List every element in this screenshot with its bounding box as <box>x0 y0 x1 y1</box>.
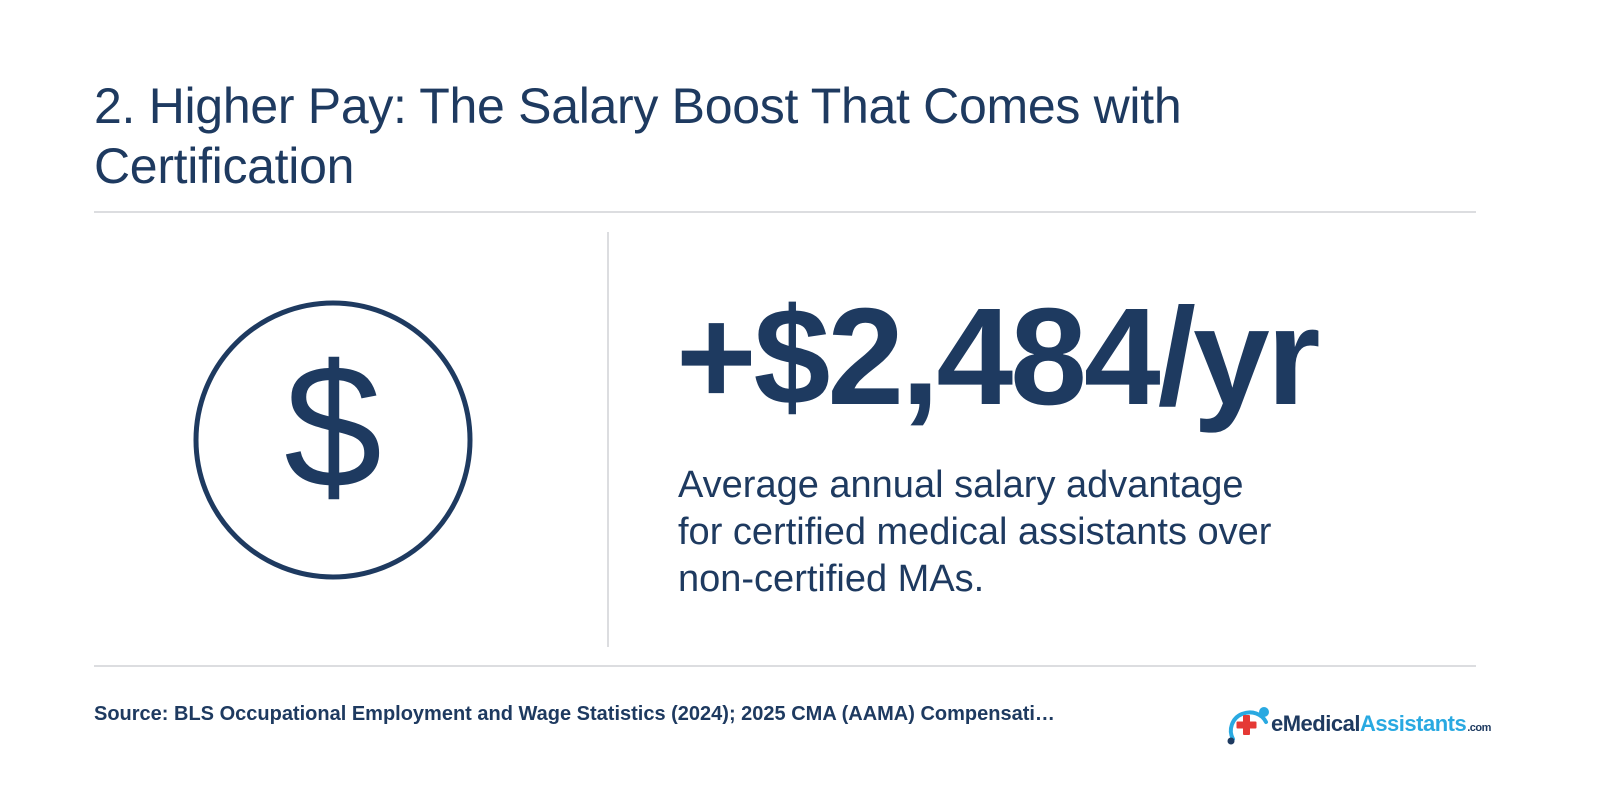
brand-logo[interactable]: eMedicalAssistants.com <box>1224 700 1491 748</box>
top-divider <box>94 211 1476 213</box>
logo-brand: Assistants <box>1359 711 1467 736</box>
salary-stat-value: +$2,484/yr <box>676 280 1320 434</box>
bottom-divider <box>94 665 1476 667</box>
logo-domain: .com <box>1467 722 1491 734</box>
dollar-sign-glyph: $ <box>284 329 382 525</box>
logo-prefix: eMedical <box>1271 711 1360 736</box>
page-title: 2. Higher Pay: The Salary Boost That Com… <box>94 78 1182 194</box>
vertical-divider <box>607 232 609 647</box>
salary-stat-description: Average annual salary advantage for cert… <box>678 464 1272 600</box>
dollar-circle-icon: $ <box>190 297 476 583</box>
source-citation: Source: BLS Occupational Employment and … <box>94 703 1055 725</box>
medical-cross-logo-icon <box>1227 707 1269 745</box>
logo-wordmark: eMedicalAssistants.com <box>1271 711 1491 737</box>
